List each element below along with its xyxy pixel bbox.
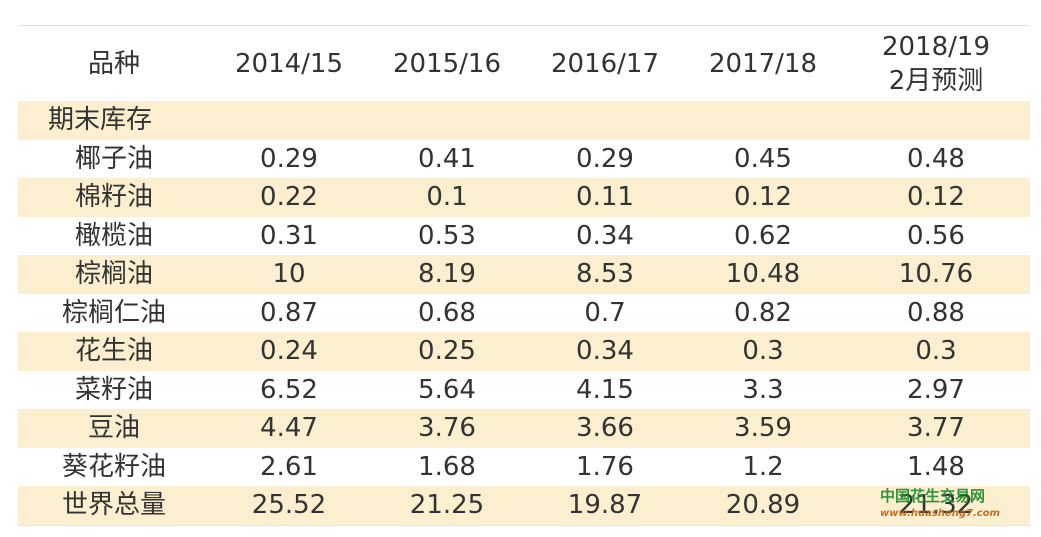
- value-cell: 0.48: [907, 143, 965, 174]
- data-row: 菜籽油 6.52 5.64 4.15 3.3 2.97: [18, 371, 1030, 410]
- value-cell: 0.25: [418, 336, 476, 367]
- header-cell: 2015/16: [392, 48, 501, 79]
- value-cell: 0.82: [734, 297, 792, 328]
- value-cell: 21.25: [409, 490, 485, 521]
- data-row: 棕榈仁油 0.87 0.68 0.7 0.82 0.88: [18, 294, 1030, 333]
- value-cell: 0.1: [426, 182, 468, 213]
- data-row: 棉籽油 0.22 0.1 0.11 0.12 0.12: [18, 178, 1030, 217]
- label-cell: 葵花籽油: [61, 451, 166, 482]
- watermark: 中国花生交易网 www.huasheng7.com: [880, 488, 1000, 522]
- value-cell: 1.2: [742, 451, 784, 482]
- value-cell: 3.59: [734, 413, 792, 444]
- value-cell: 8.19: [418, 259, 476, 290]
- value-cell: 0.34: [576, 336, 634, 367]
- watermark-url: www.huasheng7.com: [880, 508, 1000, 519]
- data-row: 葵花籽油 2.61 1.68 1.76 1.2 1.48: [18, 448, 1030, 487]
- value-cell: 2.61: [260, 451, 318, 482]
- label-cell: 豆油: [87, 413, 140, 444]
- value-cell: 6.52: [260, 374, 318, 405]
- header-cell: 2016/17: [550, 48, 659, 79]
- data-row: 世界总量 25.52 21.25 19.87 20.89 21.32: [18, 486, 1030, 525]
- header-cell: 2014/15: [234, 48, 343, 79]
- value-cell: 0.56: [907, 220, 965, 251]
- data-row: 橄榄油 0.31 0.53 0.34 0.62 0.56: [18, 217, 1030, 256]
- data-row: 棕榈油 10 8.19 8.53 10.48 10.76: [18, 255, 1030, 294]
- value-cell: 20.89: [725, 490, 801, 521]
- value-cell: 4.15: [576, 374, 634, 405]
- value-cell: 19.87: [567, 490, 643, 521]
- value-cell: 10.48: [725, 259, 801, 290]
- value-cell: 3.3: [742, 374, 784, 405]
- label-cell: 世界总量: [61, 490, 166, 521]
- label-cell: 椰子油: [74, 143, 153, 174]
- value-cell: 3.77: [907, 413, 965, 444]
- value-cell: 2.97: [907, 374, 965, 405]
- value-cell: 0.29: [260, 143, 318, 174]
- header-cell: 2018/19 2月预测: [881, 31, 990, 96]
- value-cell: 8.53: [576, 259, 634, 290]
- value-cell: 0.3: [915, 336, 957, 367]
- section-row: 期末库存: [18, 101, 1030, 140]
- value-cell: 10: [272, 259, 306, 290]
- label-cell: 橄榄油: [74, 220, 153, 251]
- label-cell: 棕榈油: [74, 259, 153, 290]
- data-row: 豆油 4.47 3.76 3.66 3.59 3.77: [18, 409, 1030, 448]
- header-row: 品种 2014/15 2015/16 2016/17 2017/18 2018/19 2月…: [18, 26, 1030, 101]
- value-cell: 3.66: [576, 413, 634, 444]
- value-cell: 0.12: [734, 182, 792, 213]
- value-cell: 1.48: [907, 451, 965, 482]
- section-label: 期末库存: [48, 105, 153, 136]
- watermark-name: 中国花生交易网: [880, 487, 986, 505]
- label-cell: 花生油: [74, 336, 153, 367]
- value-cell: 0.88: [907, 297, 965, 328]
- value-cell: 25.52: [251, 490, 327, 521]
- value-cell: 0.11: [576, 182, 634, 213]
- value-cell: 3.76: [418, 413, 476, 444]
- value-cell: 0.22: [260, 182, 318, 213]
- value-cell: 0.3: [742, 336, 784, 367]
- value-cell: 0.87: [260, 297, 318, 328]
- table: 品种 2014/15 2015/16 2016/17 2017/18 2018/19 2月…: [18, 25, 1030, 526]
- data-row: 花生油 0.24 0.25 0.34 0.3 0.3: [18, 332, 1030, 371]
- value-cell: 0.34: [576, 220, 634, 251]
- header-cell: 2017/18: [708, 48, 817, 79]
- value-cell: 4.47: [260, 413, 318, 444]
- value-cell: 1.68: [418, 451, 476, 482]
- value-cell: 0.31: [260, 220, 318, 251]
- value-cell: 0.12: [907, 182, 965, 213]
- value-cell: 0.29: [576, 143, 634, 174]
- value-cell: 1.76: [576, 451, 634, 482]
- label-cell: 棉籽油: [74, 182, 153, 213]
- value-cell: 0.7: [584, 297, 626, 328]
- header-cell: 品种: [87, 48, 140, 79]
- value-cell: 0.68: [418, 297, 476, 328]
- value-cell: 0.53: [418, 220, 476, 251]
- value-cell: 0.41: [418, 143, 476, 174]
- value-cell: 0.62: [734, 220, 792, 251]
- data-row: 椰子油 0.29 0.41 0.29 0.45 0.48: [18, 140, 1030, 179]
- label-cell: 菜籽油: [74, 374, 153, 405]
- value-cell: 0.24: [260, 336, 318, 367]
- value-cell: 5.64: [418, 374, 476, 405]
- value-cell: 21.32: [898, 490, 974, 521]
- label-cell: 棕榈仁油: [61, 297, 166, 328]
- value-cell: 0.45: [734, 143, 792, 174]
- value-cell: 10.76: [898, 259, 974, 290]
